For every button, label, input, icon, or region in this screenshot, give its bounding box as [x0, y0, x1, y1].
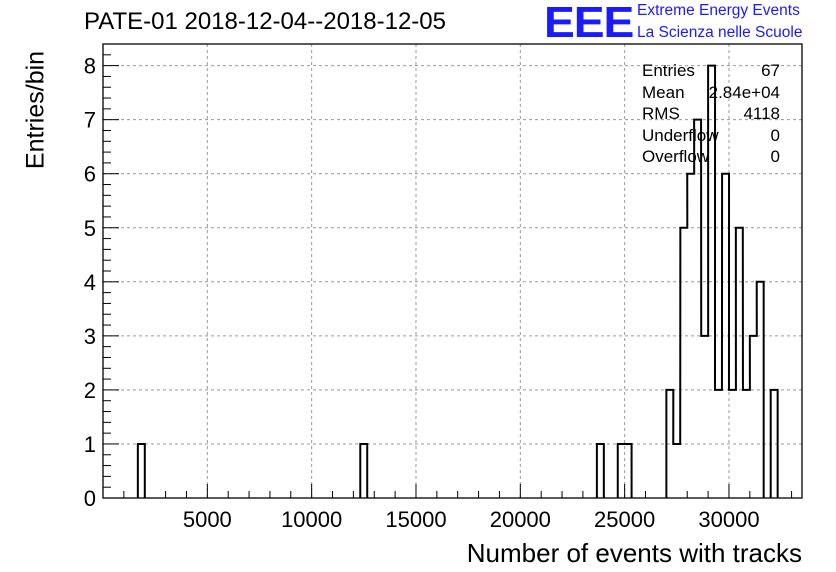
y-tick-label: 0: [84, 486, 96, 511]
x-tick-labels: 5000 10000 15000 20000 25000 30000: [183, 507, 760, 532]
x-tick-label: 30000: [698, 507, 759, 532]
stats-label: Mean: [642, 82, 685, 102]
y-tick-label: 7: [84, 108, 96, 133]
stats-row-underflow: Underflow 0: [642, 125, 780, 147]
stats-label: Overflow: [642, 147, 710, 166]
y-tick-label: 2: [84, 378, 96, 403]
stats-row-overflow: Overflow 0: [642, 146, 780, 168]
histogram-bin: [618, 444, 625, 498]
histogram-bin: [680, 228, 687, 498]
stats-box: Entries 67 Mean 2.84e+04 RMS 4118 Underf…: [642, 60, 780, 168]
logo-caption-line2: La Scienza nelle Scuole: [637, 24, 803, 41]
y-tick-labels: 0 1 2 3 4 5 6 7 8: [84, 54, 96, 511]
y-tick-label: 1: [84, 432, 96, 457]
y-tick-label: 5: [84, 216, 96, 241]
stats-row-mean: Mean 2.84e+04: [642, 82, 780, 104]
stats-label: RMS: [642, 104, 680, 123]
x-tick-label: 10000: [281, 507, 342, 532]
stats-value: 0: [770, 147, 780, 166]
histogram-bin: [625, 444, 632, 498]
histogram-bin: [138, 444, 145, 498]
logo-caption-line1: Extreme Energy Events: [637, 2, 800, 19]
y-axis-label: Entries/bin: [21, 50, 50, 170]
eee-logo: EEE: [544, 0, 634, 47]
stats-label: Entries: [642, 61, 695, 80]
stats-value: 67: [761, 61, 780, 80]
x-tick-label: 5000: [183, 507, 232, 532]
stats-label: Underflow: [642, 125, 719, 145]
stats-row-rms: RMS 4118: [642, 103, 780, 125]
stats-row-entries: Entries 67: [642, 60, 780, 82]
stats-value: 0: [770, 125, 780, 145]
axis-ticks: [103, 43, 793, 499]
histogram-bin: [694, 120, 701, 498]
histogram-bin: [597, 444, 604, 498]
y-tick-label: 6: [84, 162, 96, 187]
histogram-outline: [136, 64, 779, 498]
histogram-bin: [360, 444, 367, 498]
stats-value: 4118: [743, 104, 780, 123]
x-tick-label: 15000: [385, 507, 446, 532]
x-tick-label: 20000: [490, 507, 551, 532]
chart-title: PATE-01 2018-12-04--2018-12-05: [84, 8, 446, 35]
stats-value: 2.84e+04: [708, 82, 780, 102]
y-tick-label: 8: [84, 54, 96, 79]
x-axis-label: Number of events with tracks: [466, 538, 802, 568]
grid-lines: [103, 44, 802, 498]
y-tick-label: 3: [84, 324, 96, 349]
histogram-bin: [750, 336, 757, 498]
x-tick-label: 25000: [594, 507, 655, 532]
histogram-bin: [701, 336, 708, 498]
histogram-bin: [673, 444, 680, 498]
y-tick-label: 4: [84, 270, 96, 295]
